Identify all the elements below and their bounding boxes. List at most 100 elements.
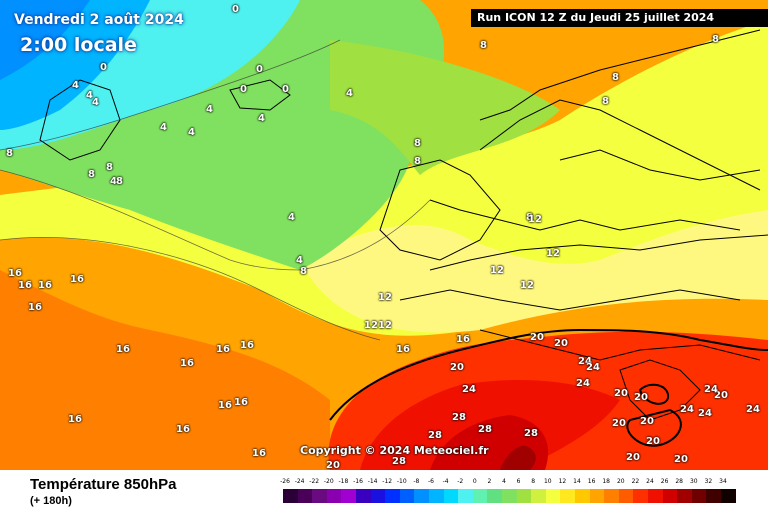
isotherm-label-20: 20 <box>612 418 626 429</box>
legend-tick-label: 2 <box>487 478 492 485</box>
legend-tick-label: 30 <box>689 478 698 485</box>
legend-color-swatch <box>399 489 415 503</box>
legend-color-swatch <box>341 489 357 503</box>
isotherm-label-24: 24 <box>698 408 712 419</box>
isotherm-label-12: 12 <box>520 280 534 291</box>
legend-tick-label: 32 <box>704 478 713 485</box>
isotherm-label-8: 8 <box>116 176 123 187</box>
legend-tick-label: -18 <box>338 478 349 485</box>
legend-tick-label: 6 <box>516 478 521 485</box>
isotherm-label-16: 16 <box>396 344 410 355</box>
legend-tick-label: -16 <box>353 478 363 485</box>
legend-tick-label: 26 <box>660 478 669 485</box>
isotherm-label-28: 28 <box>452 412 466 423</box>
isotherm-label-28: 28 <box>392 456 406 467</box>
legend-color-swatch <box>648 489 664 503</box>
legend-tick-label: 18 <box>602 478 610 485</box>
dark-red-zone-hot <box>500 445 536 470</box>
isotherm-label-16: 16 <box>218 400 232 411</box>
legend-tick-label: 22 <box>631 478 640 485</box>
isotherm-label-8: 8 <box>414 138 421 149</box>
isotherm-label-20: 20 <box>626 452 640 463</box>
blue-zone-coldest <box>0 0 90 80</box>
legend-color-swatch <box>443 489 459 503</box>
isotherm-label-0: 0 <box>282 84 289 95</box>
isotherm-label-16: 16 <box>180 358 194 369</box>
isotherm-label-20: 20 <box>646 436 660 447</box>
valid-date: Vendredi 2 août 2024 <box>14 12 184 28</box>
isotherm-label-28: 28 <box>428 430 442 441</box>
isotherm-label-16: 16 <box>176 424 190 435</box>
legend-tick-label: 0 <box>472 478 477 485</box>
legend-color-swatch <box>414 489 430 503</box>
isotherm-label-8: 8 <box>414 156 421 167</box>
isotherm-label-20: 20 <box>674 454 688 465</box>
legend-color-swatch <box>633 489 649 503</box>
legend-color-swatch <box>677 489 693 503</box>
legend-tick-label: -8 <box>413 478 420 485</box>
isotherm-label-20: 20 <box>554 338 568 349</box>
legend-color-swatch <box>589 489 605 503</box>
isotherm-label-4: 4 <box>346 88 353 99</box>
isotherm-label-24: 24 <box>576 378 590 389</box>
isotherm-label-4: 4 <box>86 90 93 101</box>
legend-color-swatch <box>429 489 445 503</box>
legend-tick-label: -12 <box>382 478 393 485</box>
isotherm-label-12: 12 <box>528 214 542 225</box>
legend-tick-label: 28 <box>675 478 683 485</box>
isotherm-label-24: 24 <box>586 362 600 373</box>
legend-tick-label: -20 <box>323 478 334 485</box>
isotherm-label-4: 4 <box>110 176 117 187</box>
legend-color-swatch <box>706 489 722 503</box>
lead-time: (+ 180h) <box>30 495 72 507</box>
legend-tick-label: 34 <box>719 478 727 485</box>
isotherm-label-16: 16 <box>18 280 32 291</box>
legend-tick-label: -26 <box>280 478 290 485</box>
isotherm-label-8: 8 <box>602 96 609 107</box>
isotherm-label-4: 4 <box>188 127 195 138</box>
legend-tick-label: 20 <box>616 478 625 485</box>
legend-color-swatch <box>618 489 634 503</box>
legend-color-swatch <box>545 489 561 503</box>
isotherm-label-16: 16 <box>28 302 42 313</box>
legend-color-swatch <box>312 489 328 503</box>
legend-tick-label: -4 <box>442 478 449 485</box>
legend-color-swatch <box>385 489 401 503</box>
isotherm-label-4: 4 <box>206 104 213 115</box>
legend-color-swatch <box>297 489 313 503</box>
legend-color-swatch <box>370 489 386 503</box>
isotherm-label-16: 16 <box>456 334 470 345</box>
legend-color-swatch <box>531 489 547 503</box>
isotherm-label-20: 20 <box>640 416 654 427</box>
legend-color-swatch <box>502 489 518 503</box>
isotherm-label-8: 8 <box>6 148 13 159</box>
isotherm-label-4: 4 <box>160 122 167 133</box>
isotherm-label-20: 20 <box>714 390 728 401</box>
isotherm-label-16: 16 <box>68 414 82 425</box>
temperature-map <box>0 0 768 470</box>
isotherm-label-0: 0 <box>100 62 107 73</box>
legend-tick-label: -10 <box>396 478 407 485</box>
local-time: 2:00 locale <box>20 34 137 56</box>
footer: Température 850hPa (+ 180h) -26 -24 -22 -20… <box>0 470 768 512</box>
isotherm-label-8: 8 <box>88 169 95 180</box>
legend-color-swatch <box>326 489 342 503</box>
isotherm-label-24: 24 <box>746 404 760 415</box>
legend-color-swatch <box>560 489 576 503</box>
isotherm-label-4: 4 <box>296 255 303 266</box>
isotherm-label-24: 24 <box>462 384 476 395</box>
isotherm-label-24: 24 <box>704 384 718 395</box>
legend-tick-label: -22 <box>309 478 320 485</box>
legend-color-swatch <box>662 489 678 503</box>
legend-tick-label: 24 <box>646 478 654 485</box>
legend-color-swatch <box>516 489 532 503</box>
isotherm-label-0: 0 <box>256 64 263 75</box>
green-zone-light <box>330 40 560 175</box>
legend-color-swatch <box>472 489 488 503</box>
isotherm-label-20: 20 <box>326 460 340 471</box>
isotherm-label-20: 20 <box>530 332 544 343</box>
legend-tick-label: 14 <box>573 478 581 485</box>
legend-color-swatch <box>721 489 737 503</box>
isotherm-label-20: 20 <box>614 388 628 399</box>
